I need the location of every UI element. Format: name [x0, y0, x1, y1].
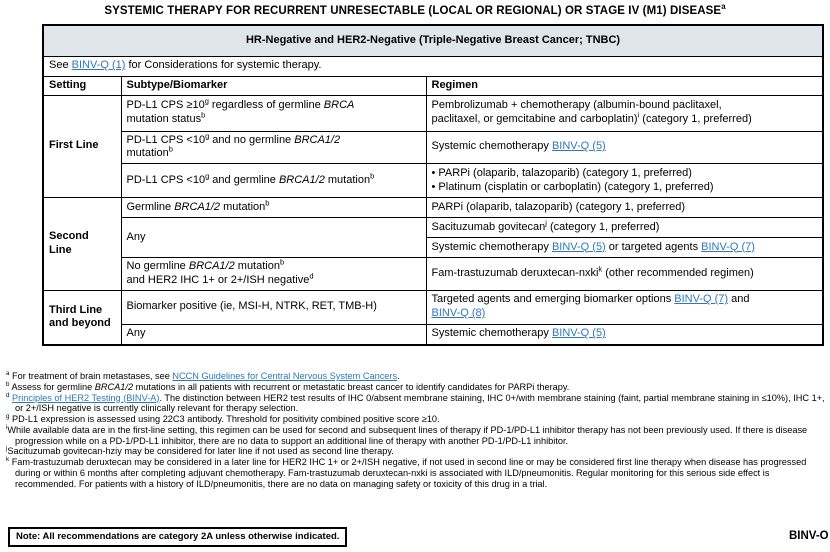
cell-fl2-regimen: Systemic chemotherapy BINV-Q (5) [425, 130, 824, 164]
footnote-marker: d [6, 391, 10, 399]
cell-sl2-regimen: Sacituzumab govitecanj (category 1, pref… [425, 217, 824, 238]
footnote-text: For treatment of brain metastases, see N… [12, 371, 400, 381]
cell-sl2-subtype: Any [120, 217, 427, 258]
cell-sl1-subtype: Germline BRCA1/2 mutationb [120, 197, 427, 218]
footnote-i: iWhile available data are in the first-l… [6, 423, 826, 447]
see-note: See BINV-Q (1) for Considerations for sy… [42, 55, 824, 77]
table-row: No germline BRCA1/2 mutationb and HER2 I… [43, 257, 824, 291]
table-band-title: HR-Negative and HER2-Negative (Triple-Ne… [42, 24, 824, 57]
footnote-b: b Assess for germline BRCA1/2 mutations … [6, 380, 826, 393]
binv-link[interactable]: BINV-Q (5) [551, 327, 606, 340]
tnbc-table-wrap: HR-Negative and HER2-Negative (Triple-Ne… [42, 24, 825, 346]
cell-tl2-subtype: Any [120, 323, 427, 346]
table-row: Any Sacituzumab govitecanj (category 1, … [43, 217, 824, 258]
binv-link[interactable]: BINV-Q (1) [71, 59, 126, 72]
tnbc-systemic-therapy-table: HR-Negative and HER2-Negative (Triple-Ne… [42, 24, 825, 346]
footnote-k: k Fam-trastuzumab deruxtecan may be cons… [6, 456, 826, 489]
binv-link[interactable]: BINV-Q (8) [431, 307, 486, 319]
footnote-text: Sacituzumab govitecan-hziy may be consid… [7, 446, 394, 457]
footnote-marker: b [6, 380, 10, 388]
footnote-text: Assess for germline BRCA1/2 mutations in… [11, 381, 570, 392]
table-band-row: HR-Negative and HER2-Negative (Triple-Ne… [42, 24, 824, 57]
footnote-marker: j [6, 445, 8, 453]
cell-tl1-regimen: Targeted agents and emerging biomarker o… [425, 289, 824, 325]
col-header-regimen: Regimen [425, 75, 824, 96]
footnote-marker: k [6, 456, 10, 464]
footnote-marker: a [6, 369, 10, 377]
footnote-d: d Principles of HER2 Testing (BINV-A). T… [6, 391, 826, 415]
footnote-a: a For treatment of brain metastases, see… [6, 369, 826, 382]
footnote-text: Principles of HER2 Testing (BINV-A). The… [12, 392, 825, 414]
cell-fl1-subtype: PD-L1 CPS ≥10g regardless of germline BR… [120, 94, 427, 132]
table-row: Second Line Germline BRCA1/2 mutationb P… [42, 197, 824, 291]
see-note-row: See BINV-Q (1) for Considerations for sy… [42, 55, 824, 77]
footnote-text: Fam-trastuzumab deruxtecan may be consid… [11, 457, 807, 489]
col-header-subtype: Subtype/Biomarker [120, 75, 427, 96]
footnote-text: While available data are in the first-li… [7, 424, 808, 446]
page-title: SYSTEMIC THERAPY FOR RECURRENT UNRESECTA… [104, 2, 726, 17]
cell-tl1-subtype: Biomarker positive (ie, MSI-H, NTRK, RET… [120, 289, 427, 325]
footnotes: a For treatment of brain metastases, see… [6, 369, 826, 489]
footnote-j: jSacituzumab govitecan-hziy may be consi… [6, 446, 826, 457]
cell-fl1-regimen: Pembrolizumab + chemotherapy (albumin-bo… [425, 94, 824, 132]
table-row: PD-L1 CPS <10g and germline BRCA1/2 muta… [43, 163, 824, 198]
binv-link[interactable]: BINV-Q (5) [551, 140, 606, 153]
binv-link[interactable]: Principles of HER2 Testing (BINV-A) [12, 392, 160, 403]
binv-link[interactable]: BINV-Q (7) [701, 240, 755, 253]
cell-fl3-regimen: • PARPi (olaparib, talazoparib) (categor… [425, 163, 824, 198]
footnote-marker: i [6, 423, 8, 431]
cell-sl1-regimen: PARPi (olaparib, talazoparib) (category … [425, 197, 824, 218]
table-row: Any Systemic chemotherapy BINV-Q (5) [43, 323, 824, 346]
footnote-text: PD-L1 expression is assessed using 22C3 … [12, 414, 440, 425]
table-row: First Line PD-L1 CPS ≥10g regardless of … [42, 94, 824, 198]
table-row: Systemic chemotherapy BINV-Q (5) or targ… [43, 237, 824, 258]
setting-third-line: Third Line and beyond [42, 289, 122, 346]
table-row: PD-L1 CPS <10g and no germline BRCA1/2 m… [43, 130, 824, 164]
binv-link[interactable]: NCCN Guidelines for Central Nervous Syst… [172, 371, 398, 381]
setting-second-line: Second Line [42, 197, 122, 291]
setting-first-line: First Line [42, 94, 122, 198]
footnote-g: g PD-L1 expression is assessed using 22C… [6, 413, 826, 425]
category-note: Note: All recommendations are category 2… [8, 527, 348, 547]
footnote-marker: g [6, 413, 10, 420]
cell-fl3-subtype: PD-L1 CPS <10g and germline BRCA1/2 muta… [120, 163, 427, 198]
table-row: Third Line and beyond Biomarker positive… [42, 289, 824, 346]
column-header-row: Setting Subtype/Biomarker Regimen [42, 75, 824, 96]
col-header-setting: Setting [42, 75, 122, 96]
cell-fl2-subtype: PD-L1 CPS <10g and no germline BRCA1/2 m… [120, 130, 427, 164]
cell-sl4-regimen: Fam-trastuzumab deruxtecan-nxkik (other … [425, 257, 824, 291]
binv-link[interactable]: BINV-Q (7) [674, 293, 729, 306]
cell-sl4-subtype: No germline BRCA1/2 mutationb and HER2 I… [120, 257, 427, 291]
cell-sl3-regimen: Systemic chemotherapy BINV-Q (5) or targ… [425, 237, 824, 258]
cell-tl2-regimen: Systemic chemotherapy BINV-Q (5) [425, 323, 824, 346]
page-number-label: BINV-O [789, 530, 829, 542]
binv-link[interactable]: BINV-Q (5) [551, 240, 606, 253]
